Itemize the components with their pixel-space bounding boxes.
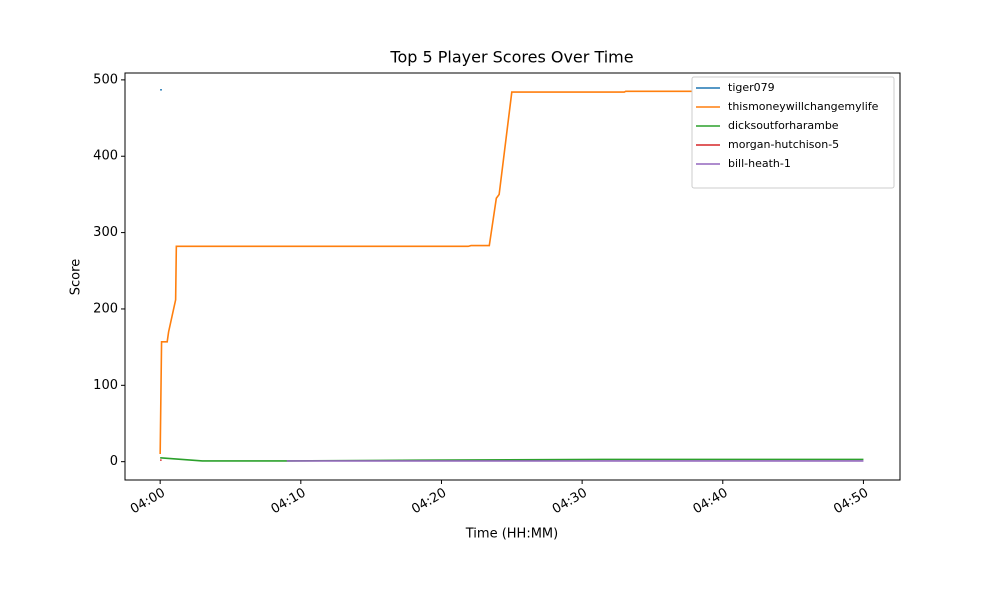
legend: tiger079 thismoneywillchangemylife dicksou…: [691, 76, 895, 189]
chart-title: Top 5 Player Scores Over Time: [389, 48, 633, 67]
x-tick-label: 04:10: [269, 486, 309, 518]
x-tick-label: 04:50: [831, 486, 871, 518]
y-tick-label: 300: [93, 225, 118, 240]
y-axis-label: Score: [69, 259, 84, 295]
legend-label: bill-heath-1: [728, 157, 791, 170]
x-tick-label: 04:40: [691, 486, 731, 518]
legend-box: [691, 76, 895, 189]
legend-label: tiger079: [728, 81, 775, 94]
plot-frame: [124, 72, 901, 481]
x-tick-label: 04:00: [128, 486, 168, 518]
x-tick-label: 04:20: [409, 486, 449, 518]
y-tick-label: 0: [110, 454, 118, 469]
x-axis-label: Time (HH:MM): [465, 527, 558, 542]
series-line: [159, 90, 864, 455]
y-tick-label: 200: [93, 301, 118, 316]
legend-label: dicksoutforharambe: [728, 119, 839, 132]
y-tick-label: 500: [93, 72, 118, 87]
legend-label: thismoneywillchangemylife: [728, 100, 879, 113]
y-tick-label: 400: [93, 149, 118, 164]
x-tick-label: 04:30: [550, 486, 590, 518]
y-tick-label: 100: [93, 378, 118, 393]
legend-label: morgan-hutchison-5: [728, 138, 839, 151]
